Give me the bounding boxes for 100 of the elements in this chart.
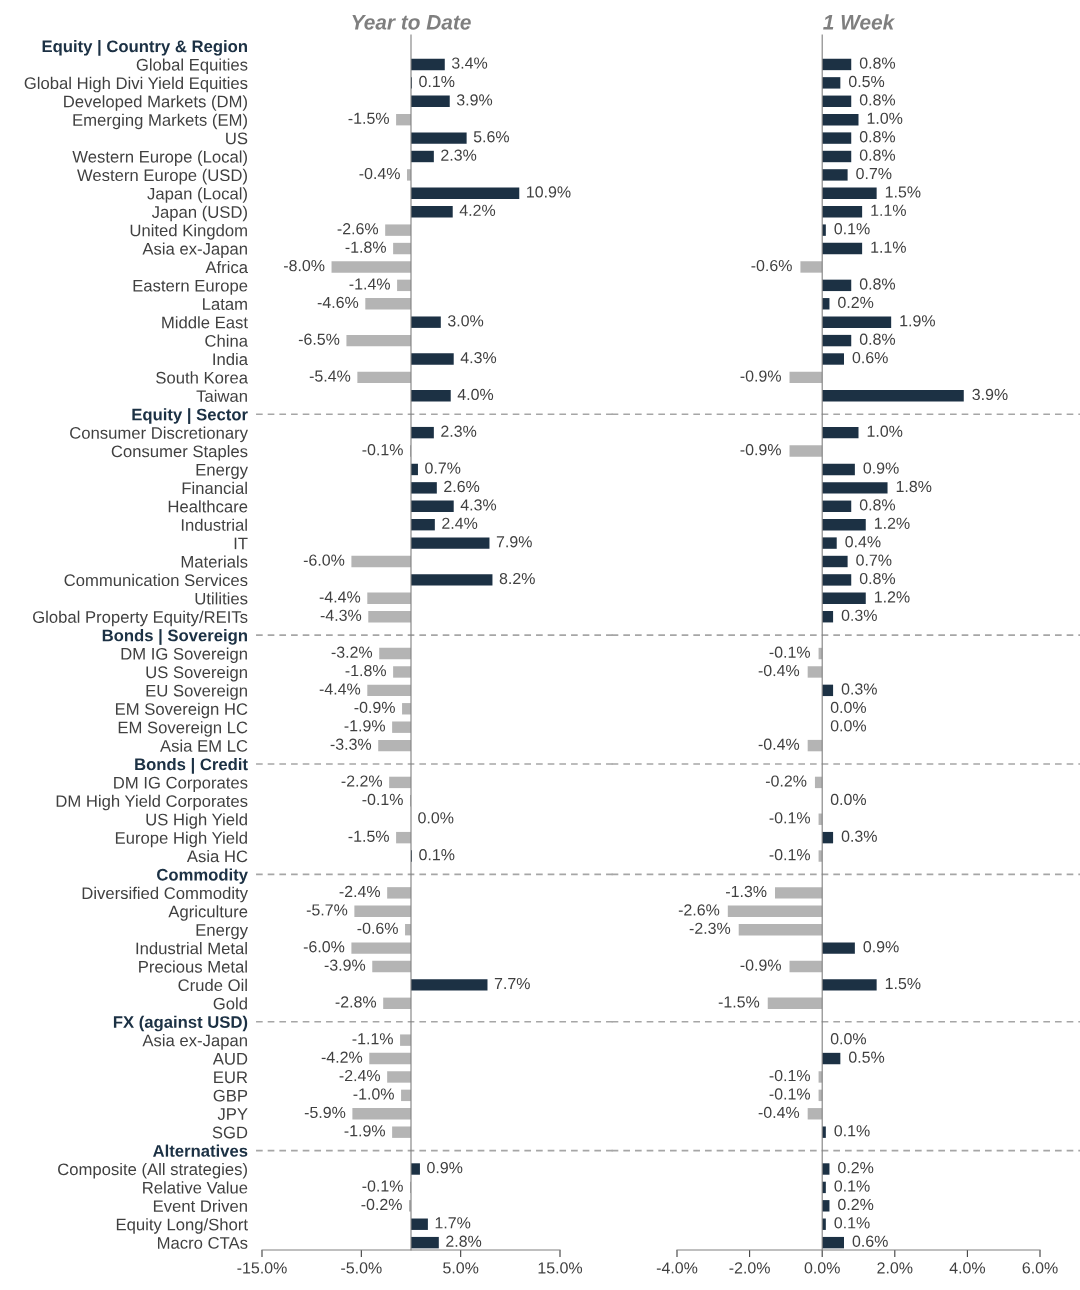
y-tick-label: Global Equities	[136, 58, 248, 74]
data-label: -0.4%	[758, 664, 800, 677]
y-tick-label: Europe High Yield	[115, 831, 247, 848]
data-label: 0.3%	[841, 683, 877, 695]
data-label: 1.5%	[885, 977, 921, 990]
y-tick-label: Asia HC	[186, 850, 248, 863]
data-label: 0.2%	[838, 1198, 874, 1211]
data-label: 3.9%	[972, 388, 1008, 401]
data-label: -2.4%	[339, 885, 381, 898]
data-label: 4.0%	[457, 388, 494, 401]
y-tick-label: US Sovereign	[146, 665, 247, 682]
data-label: -0.6%	[751, 259, 792, 272]
y-tick-label: Financial	[182, 481, 247, 495]
y-tick-label: Consumer Staples	[111, 445, 248, 461]
data-label: -2.3%	[689, 922, 731, 934]
x-tick-label: 4.0%	[949, 1262, 986, 1274]
data-label: -2.2%	[341, 775, 383, 787]
y-tick-label: United Kingdom	[130, 224, 247, 240]
y-tick-label: Energy	[196, 464, 248, 479]
data-label: -0.9%	[354, 701, 395, 714]
y-tick-label: Global High Divi Yield Equities	[24, 76, 248, 93]
data-label: -0.1%	[769, 849, 811, 861]
data-label: -0.9%	[740, 370, 781, 382]
y-tick-label: Diversified Commodity	[82, 886, 248, 903]
y-tick-label: Healthcare	[168, 500, 248, 513]
x-tick-label: 0.0%	[804, 1262, 840, 1274]
data-label: 1.2%	[874, 591, 910, 603]
y-tick-label: JPY	[217, 1108, 248, 1120]
y-tick-label: Communication Services	[64, 573, 248, 587]
y-tick-label: Asia EM LC	[160, 739, 248, 752]
y-tick-label: Emerging Markets (EM)	[73, 113, 247, 130]
y-tick-label: Japan (Local)	[147, 187, 247, 203]
y-tick-label: Africa	[205, 260, 248, 274]
data-label: 5.6%	[473, 131, 510, 143]
data-label: 3.0%	[447, 315, 484, 327]
y-tick-label: Equity Long/Short	[116, 1218, 248, 1234]
x-tick-label: -2.0%	[729, 1262, 770, 1274]
data-label: 0.8%	[859, 57, 896, 69]
y-tick-label: Utilities	[195, 592, 248, 605]
data-label: -0.1%	[769, 1069, 811, 1082]
data-label: -2.8%	[335, 996, 377, 1008]
data-label: -4.6%	[317, 296, 359, 309]
data-label: -0.1%	[769, 1088, 811, 1100]
data-label: -5.9%	[304, 1106, 346, 1119]
data-label: 0.7%	[856, 167, 892, 180]
data-label: -0.1%	[769, 646, 811, 658]
data-label: -4.4%	[319, 683, 361, 695]
y-tick-label: Western Europe (Local)	[72, 150, 247, 166]
y-tick-label: Equity | Country & Region	[42, 40, 247, 56]
data-label: 0.0%	[830, 701, 867, 714]
data-label: 4.2%	[459, 204, 496, 216]
y-tick-label: AUD	[212, 1053, 248, 1065]
data-label: 0.5%	[848, 75, 885, 88]
data-label: 0.3%	[841, 830, 877, 842]
data-label: -1.3%	[726, 885, 767, 898]
data-label: -4.2%	[321, 1051, 363, 1063]
data-label: -0.1%	[362, 444, 403, 456]
y-tick-label: FX (against USD)	[113, 1015, 248, 1032]
y-tick-label: EM Sovereign LC	[118, 721, 248, 737]
y-tick-label: DM High Yield Corporates	[56, 794, 248, 811]
y-tick-label: India	[213, 352, 248, 366]
chart-title: 1 Week	[823, 14, 896, 30]
y-tick-label: EM Sovereign HC	[115, 702, 248, 719]
data-label: -2.6%	[678, 904, 720, 916]
data-label: 1.0%	[867, 112, 903, 124]
data-label: -5.4%	[309, 370, 351, 382]
data-label: 0.8%	[859, 499, 896, 511]
data-label: 0.0%	[830, 1033, 867, 1045]
data-label: 0.6%	[852, 1235, 888, 1247]
data-label: 1.0%	[867, 425, 903, 437]
data-label: 3.9%	[456, 94, 493, 106]
x-tick-label: 5.0%	[443, 1262, 479, 1274]
data-label: -4.3%	[320, 609, 362, 622]
y-tick-label: EUR	[214, 1071, 248, 1084]
data-label: -3.9%	[324, 959, 366, 971]
x-tick-label: -4.0%	[656, 1262, 698, 1274]
y-tick-label: China	[205, 334, 248, 347]
data-label: -1.9%	[344, 720, 385, 732]
data-label: 0.5%	[848, 1051, 885, 1063]
data-label: -0.1%	[362, 1180, 403, 1192]
y-tick-label: DM IG Corporates	[114, 776, 248, 792]
data-label: -1.5%	[718, 996, 760, 1008]
data-label: 0.2%	[838, 1161, 874, 1174]
y-tick-label: Commodity	[157, 868, 248, 884]
y-tick-label: Alternatives	[153, 1144, 248, 1157]
y-tick-label: Asia ex-Japan	[142, 242, 247, 259]
data-label: 0.0%	[830, 720, 867, 732]
data-label: 0.2%	[838, 296, 874, 309]
data-label: 1.1%	[871, 204, 906, 216]
data-label: -3.2%	[331, 646, 373, 658]
data-label: 3.4%	[451, 57, 488, 69]
data-label: 0.9%	[863, 462, 899, 474]
data-label: -0.2%	[361, 1198, 402, 1211]
data-label: 2.3%	[441, 149, 477, 161]
data-label: 7.9%	[496, 536, 532, 548]
y-tick-label: Gold	[213, 997, 247, 1010]
data-label: 0.8%	[859, 94, 896, 106]
data-label: 0.8%	[859, 149, 896, 161]
data-label: -1.8%	[345, 241, 386, 253]
y-tick-label: Energy	[196, 924, 248, 940]
